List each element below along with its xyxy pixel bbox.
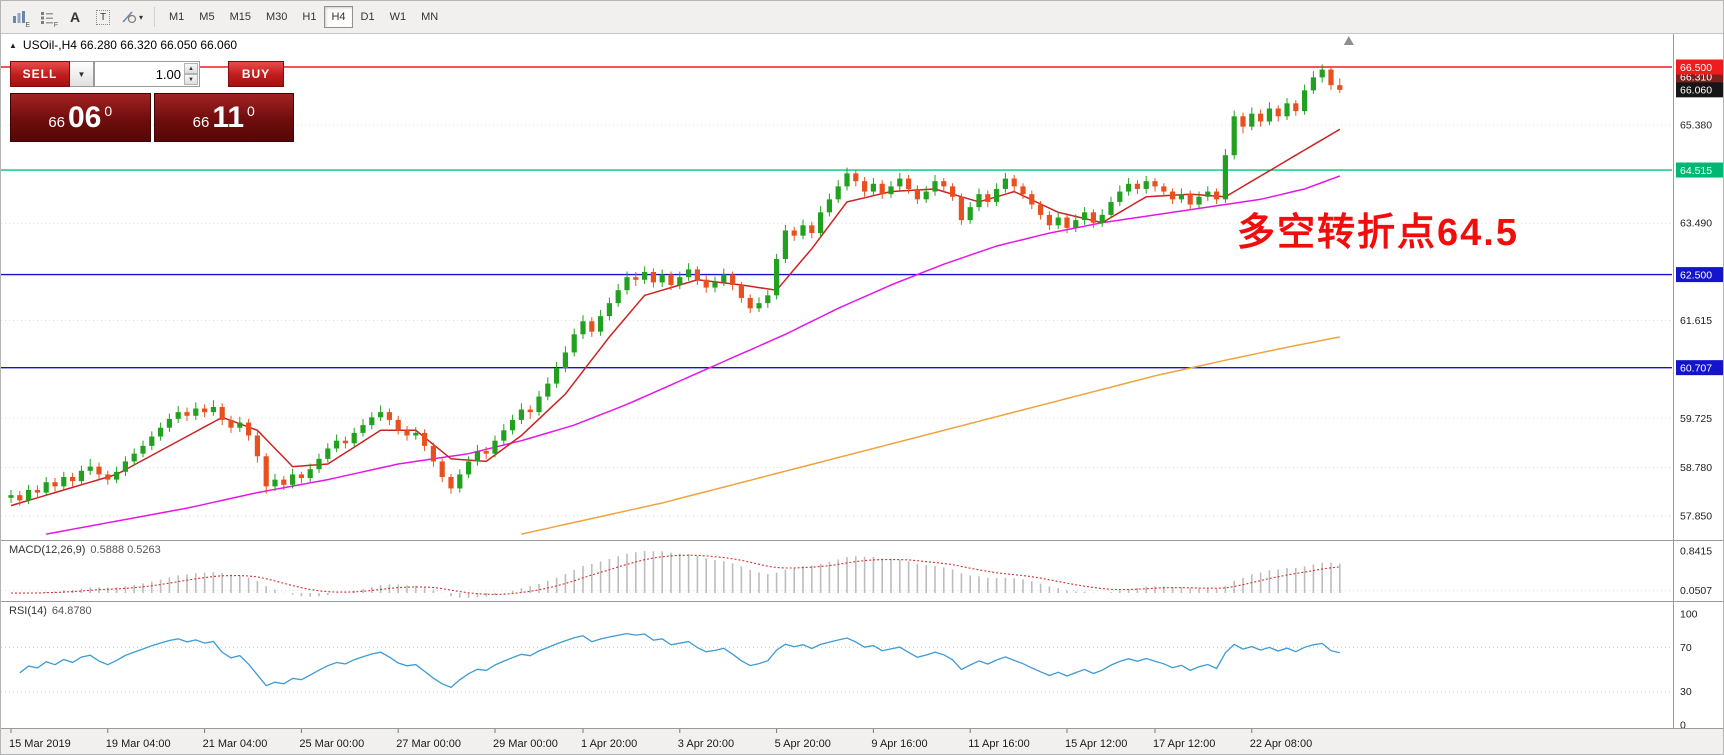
volume-down-button[interactable]: ▼ <box>184 74 198 85</box>
timeframe-h1-button[interactable]: H1 <box>295 6 323 28</box>
svg-text:15 Mar 2019: 15 Mar 2019 <box>9 738 71 750</box>
volume-input[interactable] <box>95 61 199 87</box>
icon-sub-letter: F <box>53 22 58 29</box>
svg-text:22 Apr 08:00: 22 Apr 08:00 <box>1250 738 1312 750</box>
svg-text:66.310: 66.310 <box>1680 72 1712 84</box>
svg-text:58.780: 58.780 <box>1680 462 1712 474</box>
timeframe-w1-button[interactable]: W1 <box>383 6 414 28</box>
svg-text:0.0507: 0.0507 <box>1680 585 1712 597</box>
svg-text:60.707: 60.707 <box>1680 362 1712 374</box>
volume-spinners: ▲ ▼ <box>184 63 198 85</box>
indicators-chart-icon[interactable]: E <box>6 5 32 29</box>
symbol-ohlc-text: USOil-,H4 66.280 66.320 66.050 66.060 <box>22 38 238 52</box>
bar-chart-icon <box>13 11 25 23</box>
timeframe-h4-button[interactable]: H4 <box>324 6 353 28</box>
svg-text:57.850: 57.850 <box>1680 510 1712 522</box>
volume-field: ▲ ▼ <box>94 61 200 87</box>
timeframe-m15-button[interactable]: M15 <box>223 6 258 28</box>
toolbar-separator <box>154 7 156 27</box>
svg-text:64.515: 64.515 <box>1680 165 1712 177</box>
timeframe-m1-button[interactable]: M1 <box>162 6 191 28</box>
svg-text:5 Apr 20:00: 5 Apr 20:00 <box>775 738 831 750</box>
ask-price: 66 11 0 <box>192 100 255 134</box>
shapes-tool-icon[interactable]: ▾ <box>118 5 147 29</box>
svg-text:62.500: 62.500 <box>1680 269 1712 281</box>
svg-text:70: 70 <box>1680 642 1692 654</box>
icon-sub-letter: E <box>25 22 30 29</box>
collapse-icon[interactable]: ▲ <box>9 40 17 50</box>
draw-shapes-icon <box>122 11 137 24</box>
svg-text:29 Mar 00:00: 29 Mar 00:00 <box>493 738 558 750</box>
chart-annotation: 多空转折点64.5 <box>1237 212 1519 254</box>
timeframe-m5-button[interactable]: M5 <box>192 6 221 28</box>
toolbar: E F A T ▾ M1 M5 M15 M30 H1 H4 D1 W1 MN <box>1 1 1723 34</box>
svg-text:0: 0 <box>1680 720 1686 732</box>
rsi-indicator-label: RSI(14) 64.8780 <box>9 605 92 617</box>
list-icon <box>41 12 53 24</box>
svg-text:66.500: 66.500 <box>1680 62 1712 74</box>
volume-up-button[interactable]: ▲ <box>184 63 198 74</box>
svg-text:17 Apr 12:00: 17 Apr 12:00 <box>1153 738 1215 750</box>
bid-price-tile[interactable]: 66 06 0 <box>10 93 151 142</box>
sell-button[interactable]: SELL <box>10 61 70 87</box>
svg-text:9 Apr 16:00: 9 Apr 16:00 <box>871 738 927 750</box>
one-click-trading-panel: SELL ▼ ▲ ▼ BUY 66 06 0 66 <box>10 61 294 142</box>
svg-text:11 Apr 16:00: 11 Apr 16:00 <box>968 738 1030 750</box>
label-tool-glyph: T <box>95 9 111 25</box>
svg-text:27 Mar 00:00: 27 Mar 00:00 <box>396 738 461 750</box>
svg-text:66.060: 66.060 <box>1680 85 1712 97</box>
symbol-info: ▲ USOil-,H4 66.280 66.320 66.050 66.060 <box>9 38 237 52</box>
chevron-down-icon: ▾ <box>139 12 144 22</box>
svg-text:25 Mar 00:00: 25 Mar 00:00 <box>299 738 364 750</box>
bid-price: 66 06 0 <box>48 100 113 134</box>
ask-price-tile[interactable]: 66 11 0 <box>153 93 294 142</box>
objects-list-icon[interactable]: F <box>34 5 60 29</box>
time-axis <box>1 729 1723 754</box>
svg-text:63.490: 63.490 <box>1680 218 1712 230</box>
svg-text:61.615: 61.615 <box>1680 315 1712 327</box>
svg-text:30: 30 <box>1680 686 1692 698</box>
timeframe-d1-button[interactable]: D1 <box>354 6 382 28</box>
svg-text:21 Mar 04:00: 21 Mar 04:00 <box>203 738 268 750</box>
svg-text:15 Apr 12:00: 15 Apr 12:00 <box>1065 738 1127 750</box>
buy-button[interactable]: BUY <box>228 61 284 87</box>
svg-text:19 Mar 04:00: 19 Mar 04:00 <box>106 738 171 750</box>
svg-text:100: 100 <box>1680 609 1698 621</box>
svg-text:59.725: 59.725 <box>1680 413 1712 425</box>
text-tool-icon[interactable]: A <box>62 5 88 29</box>
svg-text:0.8415: 0.8415 <box>1680 545 1712 557</box>
svg-text:65.380: 65.380 <box>1680 120 1712 132</box>
timeframe-buttons: M1 M5 M15 M30 H1 H4 D1 W1 MN <box>162 6 445 28</box>
svg-text:3 Apr 20:00: 3 Apr 20:00 <box>678 738 734 750</box>
label-tool-icon[interactable]: T <box>90 5 116 29</box>
timeframe-m30-button[interactable]: M30 <box>259 6 294 28</box>
volume-dropdown-button[interactable]: ▼ <box>70 61 94 87</box>
macd-indicator-label: MACD(12,26,9) 0.5888 0.5263 <box>9 544 161 556</box>
svg-text:1 Apr 20:00: 1 Apr 20:00 <box>581 738 637 750</box>
timeframe-mn-button[interactable]: MN <box>414 6 445 28</box>
